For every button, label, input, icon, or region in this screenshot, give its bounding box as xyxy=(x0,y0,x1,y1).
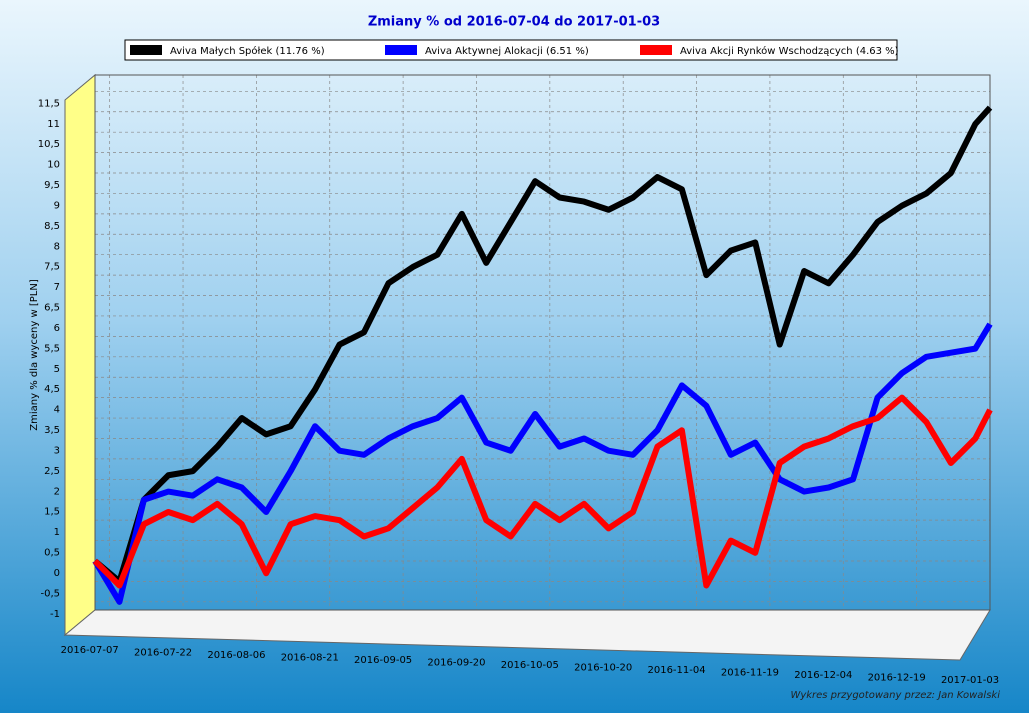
y-tick-label: 3,5 xyxy=(44,425,60,436)
x-tick-label: 2016-08-06 xyxy=(207,650,265,661)
x-tick-label: 2016-09-20 xyxy=(427,658,485,669)
legend-swatch xyxy=(130,45,162,55)
y-tick-label: 8,5 xyxy=(44,221,60,232)
x-tick-label: 2016-08-21 xyxy=(281,653,339,664)
series-line xyxy=(92,394,993,589)
x-tick-label: 2016-12-04 xyxy=(794,670,852,681)
y-tick-label: 4 xyxy=(54,405,60,416)
x-tick-label: 2016-09-05 xyxy=(354,655,412,666)
legend-label: Aviva Aktywnej Alokacji (6.51 %) xyxy=(425,46,589,57)
y-tick-label: 0,5 xyxy=(44,548,60,559)
x-tick-label: 2016-11-04 xyxy=(647,665,705,676)
plot-frame xyxy=(94,74,991,611)
legend-swatch xyxy=(640,45,672,55)
y-tick-label: 10,5 xyxy=(38,139,60,150)
y-tick-label: 2,5 xyxy=(44,466,60,477)
y-tick-label: 5,5 xyxy=(44,343,60,354)
x-tick-label: 2016-07-22 xyxy=(134,648,192,659)
legend-label: Aviva Małych Spółek (11.76 %) xyxy=(170,45,325,57)
y-tick-label: 6 xyxy=(54,323,60,334)
y-tick-label: 11 xyxy=(47,119,60,130)
left-wall xyxy=(64,73,96,637)
y-tick-label: 9,5 xyxy=(44,180,60,191)
y-axis-label: Zmiany % dla wyceny w [PLN] xyxy=(29,279,40,431)
y-tick-label: 3 xyxy=(54,445,60,456)
legend-swatch xyxy=(385,45,417,55)
x-tick-label: 2016-10-05 xyxy=(501,660,559,671)
legend-label: Aviva Akcji Rynków Wschodzących (4.63 %) xyxy=(680,45,899,57)
x-tick-label: 2016-11-19 xyxy=(721,668,779,679)
chart-title: Zmiany % od 2016-07-04 do 2017-01-03 xyxy=(368,15,660,30)
y-tick-label: 4,5 xyxy=(44,384,60,395)
legend xyxy=(124,39,898,61)
y-tick-label: 7 xyxy=(54,282,60,293)
y-tick-label: 11,5 xyxy=(38,98,60,109)
y-tick-label: 6,5 xyxy=(44,303,60,314)
y-tick-label: 7,5 xyxy=(44,262,60,273)
x-tick-label: 2016-07-07 xyxy=(61,645,119,656)
x-tick-label: 2016-10-20 xyxy=(574,663,632,674)
y-tick-label: 10 xyxy=(47,160,60,171)
y-tick-label: -1 xyxy=(50,609,60,620)
series-line xyxy=(93,105,993,585)
series-line xyxy=(92,322,993,605)
x-tick-label: 2016-12-19 xyxy=(868,673,926,684)
x-tick-label: 2017-01-03 xyxy=(941,675,999,686)
y-tick-label: -0,5 xyxy=(40,588,60,599)
y-tick-label: 8 xyxy=(54,241,60,252)
y-tick-label: 9 xyxy=(54,200,60,211)
footnote: Wykres przygotowany przez: Jan Kowalski xyxy=(790,690,1000,701)
y-tick-label: 0 xyxy=(54,568,60,579)
y-tick-label: 1 xyxy=(54,527,60,538)
y-tick-label: 2 xyxy=(54,486,60,497)
y-tick-label: 5 xyxy=(54,364,60,375)
y-tick-label: 1,5 xyxy=(44,507,60,518)
